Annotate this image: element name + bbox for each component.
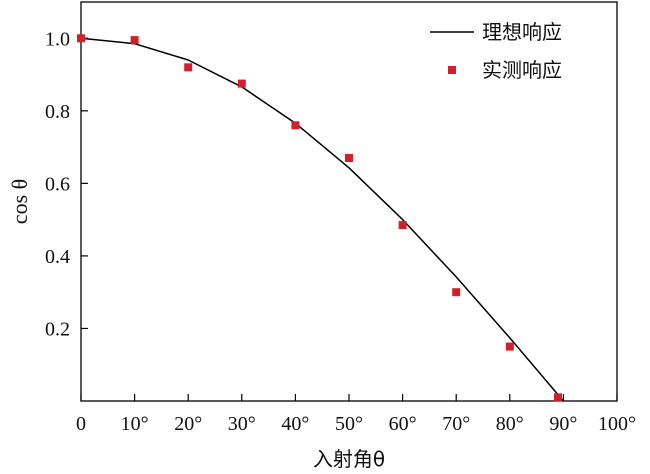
y-tick-label: 0.2 — [45, 318, 70, 340]
x-tick-label: 50° — [335, 413, 363, 435]
x-tick-label: 40° — [281, 413, 309, 435]
measured-point — [554, 393, 562, 402]
axes-layer: 0 10° 20° 30° 40° 50° 60° 70° 80° 90° 100° 0.2 0.4 0.… — [7, 1, 636, 471]
x-tick-label: 60° — [389, 413, 417, 435]
y-tick-label: 1.0 — [45, 28, 70, 50]
x-tick-label: 80° — [496, 413, 524, 435]
measured-point — [77, 34, 85, 43]
measured-point — [345, 154, 353, 162]
measured-point — [291, 121, 300, 130]
x-axis-title: 入射角θ — [313, 447, 385, 471]
x-tick-label: 0 — [76, 413, 86, 435]
x-tick-label: 70° — [442, 413, 470, 435]
x-tick-label: 10° — [121, 413, 149, 435]
x-tick-label: 100° — [598, 413, 636, 435]
legend-label: 理想响应 — [482, 20, 562, 44]
y-tick-label: 0.4 — [45, 246, 70, 268]
series-layer — [77, 34, 564, 402]
measured-point — [452, 288, 461, 297]
y-axis-title: cos θ — [7, 179, 32, 224]
ideal-response-line — [80, 37, 564, 402]
x-tick-label: 90° — [549, 413, 577, 435]
x-tick-label: 30° — [228, 413, 256, 435]
legend-label: 实测响应 — [482, 58, 562, 82]
measured-point — [184, 63, 193, 72]
measured-point — [505, 342, 514, 351]
y-tick-label: 0.8 — [45, 101, 70, 123]
legend-marker-swatch — [448, 66, 456, 74]
measured-point — [237, 79, 246, 88]
x-tick-label: 20° — [174, 413, 202, 435]
y-tick-label: 0.6 — [45, 173, 70, 195]
measured-point — [398, 221, 407, 230]
measured-point — [130, 36, 139, 45]
